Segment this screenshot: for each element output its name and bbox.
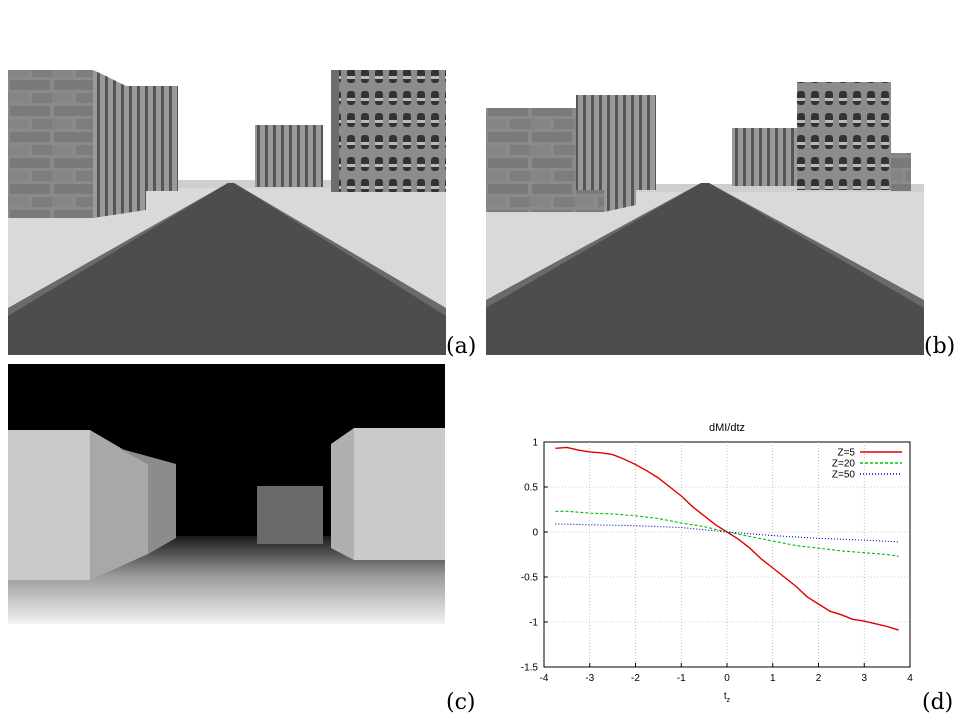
- x-tick-label: 3: [861, 673, 867, 684]
- x-tick-label: -4: [540, 673, 549, 684]
- panel-label-a: (a): [446, 334, 477, 359]
- y-tick-label: -1.5: [521, 663, 539, 674]
- legend-label: Z=50: [832, 470, 856, 481]
- chart-title: dMI/dtz: [709, 422, 745, 434]
- y-tick-label: 0.5: [524, 483, 538, 494]
- y-tick-label: 1: [532, 438, 538, 449]
- legend-label: Z=20: [832, 459, 856, 470]
- street-render-a: [8, 0, 446, 355]
- x-tick-label: 1: [770, 673, 776, 684]
- x-tick-label: 0: [724, 673, 730, 684]
- series-line-z50: [555, 523, 899, 543]
- x-tick-label: 4: [907, 673, 913, 684]
- panel-label-c: (c): [446, 690, 476, 715]
- y-tick-label: -0.5: [521, 573, 539, 584]
- depth-map: [8, 364, 445, 624]
- panel-b-scene: [486, 0, 924, 355]
- x-axis-label: tz: [724, 691, 731, 704]
- x-tick-label: 2: [816, 673, 822, 684]
- legend-label: Z=5: [837, 448, 855, 459]
- y-tick-label: -1: [529, 618, 538, 629]
- dmi-dtz-chart: dMI/dtz -4 -3 -2 -1 0 1 2 3 4 1 0.5 0 -0.5 -1 -1.5 Z=5…: [521, 422, 913, 704]
- x-tick-label: -3: [585, 673, 594, 684]
- panel-d-chart: dMI/dtz -4 -3 -2 -1 0 1 2 3 4 1 0.5 0 -0.5 -1 -1.5 Z=5…: [486, 410, 956, 710]
- series-line-z20: [555, 510, 899, 557]
- x-tick-label: -2: [631, 673, 640, 684]
- panel-label-d: (d): [922, 690, 954, 715]
- panel-a-scene: [8, 0, 446, 355]
- street-render-b: [486, 0, 924, 355]
- panel-c-depth-map: [8, 364, 445, 624]
- legend: Z=5Z=20Z=50: [832, 448, 902, 481]
- panel-label-b: (b): [924, 334, 956, 359]
- x-tick-label: -1: [677, 673, 686, 684]
- y-tick-label: 0: [532, 528, 538, 539]
